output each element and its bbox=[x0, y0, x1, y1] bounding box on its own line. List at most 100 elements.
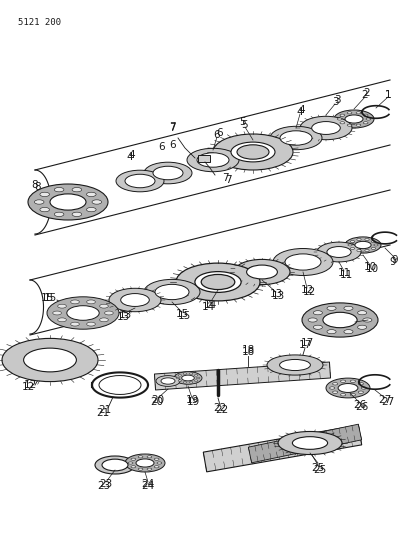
Text: 6: 6 bbox=[158, 142, 165, 152]
Ellipse shape bbox=[194, 272, 240, 293]
Ellipse shape bbox=[24, 348, 76, 372]
Text: 18: 18 bbox=[241, 345, 254, 355]
Text: 26: 26 bbox=[353, 400, 366, 410]
Ellipse shape bbox=[337, 384, 357, 392]
Ellipse shape bbox=[194, 375, 198, 376]
Text: 15: 15 bbox=[43, 293, 56, 303]
Bar bbox=[198, 155, 209, 162]
Ellipse shape bbox=[147, 468, 151, 470]
Ellipse shape bbox=[154, 458, 159, 461]
Text: 13: 13 bbox=[271, 291, 284, 301]
Ellipse shape bbox=[326, 306, 335, 310]
Ellipse shape bbox=[157, 462, 162, 464]
Ellipse shape bbox=[357, 391, 362, 393]
Text: 4: 4 bbox=[128, 150, 135, 160]
Ellipse shape bbox=[356, 249, 360, 252]
Ellipse shape bbox=[104, 311, 113, 315]
Text: 7: 7 bbox=[224, 175, 231, 185]
Ellipse shape bbox=[155, 284, 189, 300]
Text: 6: 6 bbox=[216, 128, 223, 138]
Text: 14: 14 bbox=[201, 302, 214, 312]
Text: 12: 12 bbox=[21, 382, 34, 392]
Ellipse shape bbox=[339, 122, 344, 124]
Text: 8: 8 bbox=[35, 182, 41, 192]
Ellipse shape bbox=[153, 166, 182, 180]
Ellipse shape bbox=[40, 192, 49, 197]
Text: 22: 22 bbox=[215, 405, 228, 415]
Text: 15: 15 bbox=[175, 309, 188, 319]
Ellipse shape bbox=[299, 116, 351, 140]
Text: 12: 12 bbox=[23, 380, 36, 390]
Ellipse shape bbox=[120, 294, 149, 306]
Ellipse shape bbox=[109, 288, 161, 312]
Polygon shape bbox=[203, 425, 361, 472]
Ellipse shape bbox=[371, 240, 375, 243]
Ellipse shape bbox=[2, 338, 98, 382]
Ellipse shape bbox=[292, 437, 327, 449]
Ellipse shape bbox=[176, 377, 179, 379]
Ellipse shape bbox=[144, 162, 191, 184]
Text: 12: 12 bbox=[302, 287, 315, 297]
Text: 4: 4 bbox=[126, 152, 133, 162]
Ellipse shape bbox=[350, 240, 354, 243]
Ellipse shape bbox=[236, 145, 268, 159]
Text: 2: 2 bbox=[363, 88, 369, 98]
Text: 3: 3 bbox=[331, 97, 337, 107]
Ellipse shape bbox=[92, 200, 101, 204]
Ellipse shape bbox=[365, 118, 370, 120]
Ellipse shape bbox=[312, 325, 321, 329]
Text: 8: 8 bbox=[31, 180, 38, 190]
Ellipse shape bbox=[339, 380, 345, 382]
Ellipse shape bbox=[144, 279, 200, 304]
Ellipse shape bbox=[343, 306, 352, 310]
Ellipse shape bbox=[128, 462, 133, 464]
Ellipse shape bbox=[196, 153, 229, 167]
Ellipse shape bbox=[130, 458, 135, 461]
Ellipse shape bbox=[344, 115, 362, 123]
Ellipse shape bbox=[322, 312, 356, 328]
Text: 1: 1 bbox=[384, 90, 390, 100]
Ellipse shape bbox=[277, 432, 341, 455]
Ellipse shape bbox=[279, 359, 310, 370]
Text: 18: 18 bbox=[241, 347, 254, 357]
Text: 25: 25 bbox=[312, 465, 326, 475]
Ellipse shape bbox=[70, 300, 79, 304]
Ellipse shape bbox=[178, 380, 181, 382]
Ellipse shape bbox=[311, 122, 339, 134]
Ellipse shape bbox=[325, 378, 369, 398]
Ellipse shape bbox=[355, 124, 360, 126]
Text: 6: 6 bbox=[213, 130, 220, 140]
Ellipse shape bbox=[116, 170, 164, 192]
Ellipse shape bbox=[326, 329, 335, 334]
Ellipse shape bbox=[213, 134, 292, 170]
Text: 23: 23 bbox=[97, 481, 110, 491]
Text: 20: 20 bbox=[151, 395, 164, 405]
Ellipse shape bbox=[183, 373, 186, 375]
Text: 24: 24 bbox=[141, 479, 154, 489]
Ellipse shape bbox=[350, 247, 354, 249]
Text: 20: 20 bbox=[150, 397, 163, 407]
Ellipse shape bbox=[178, 375, 181, 376]
Text: 5: 5 bbox=[239, 117, 246, 127]
Text: 5: 5 bbox=[241, 120, 248, 130]
Text: 10: 10 bbox=[364, 264, 378, 274]
Text: 21: 21 bbox=[96, 408, 109, 418]
Text: 22: 22 bbox=[213, 403, 226, 413]
Ellipse shape bbox=[357, 383, 362, 385]
Text: 26: 26 bbox=[355, 402, 368, 412]
Ellipse shape bbox=[86, 300, 95, 304]
Text: 14: 14 bbox=[203, 300, 216, 310]
Ellipse shape bbox=[40, 207, 49, 212]
Ellipse shape bbox=[138, 456, 143, 458]
Ellipse shape bbox=[86, 192, 96, 197]
Text: 24: 24 bbox=[141, 481, 154, 491]
Text: 7: 7 bbox=[221, 173, 228, 183]
Text: 17: 17 bbox=[300, 338, 313, 348]
Ellipse shape bbox=[86, 207, 96, 212]
Text: 27: 27 bbox=[378, 395, 391, 405]
Ellipse shape bbox=[344, 237, 380, 253]
Ellipse shape bbox=[332, 383, 337, 385]
Ellipse shape bbox=[189, 373, 192, 375]
Text: 7: 7 bbox=[168, 123, 175, 133]
Ellipse shape bbox=[58, 318, 66, 322]
